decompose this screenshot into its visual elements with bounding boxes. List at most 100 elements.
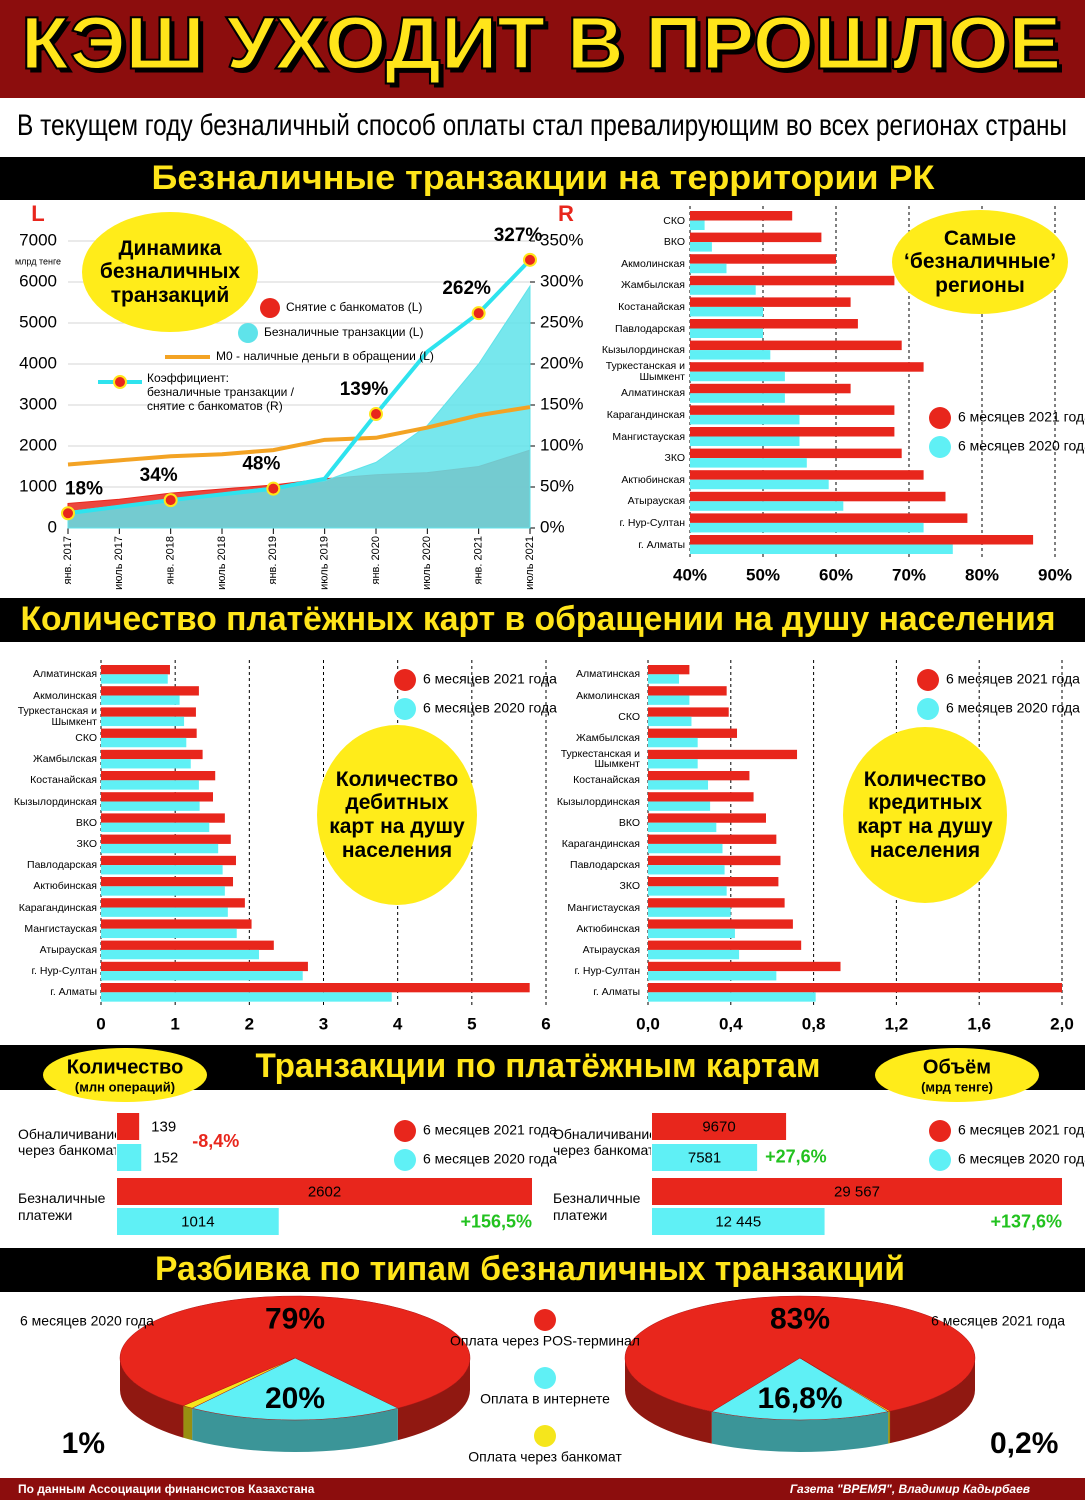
bar: [690, 393, 785, 403]
category-label-box: г. Нур-Султан: [575, 966, 641, 977]
bar: [648, 865, 725, 875]
category-label: Карагандинская: [18, 901, 97, 914]
y2-tick-label: 150%: [540, 394, 583, 413]
legend-marker: [929, 436, 951, 458]
bar: [648, 855, 781, 866]
category-label: Туркестанская и Шымкент: [17, 705, 97, 728]
category-label: г. Алматы: [50, 986, 97, 999]
bar: [101, 728, 197, 738]
category-label-box: Павлодарская: [27, 860, 97, 871]
bar: [101, 898, 245, 908]
category-label-box: г. Алматы: [50, 986, 97, 999]
data-label: 2602: [308, 1183, 341, 1200]
bar: [652, 1208, 825, 1235]
bar: [101, 749, 203, 760]
bar: [648, 707, 729, 717]
legend-marker: [394, 1120, 416, 1142]
x-tick-label: июль 2021: [524, 536, 536, 590]
y2-axis-label: R: [558, 201, 574, 226]
pie-side: [397, 1358, 470, 1441]
bar: [101, 665, 170, 675]
bar: [690, 448, 902, 459]
category-label: Туркестанская и Шымкент: [560, 747, 640, 771]
bar: [690, 436, 800, 447]
bar: [652, 1178, 1062, 1205]
bar: [101, 855, 236, 866]
x-tick-label: 0: [96, 1014, 105, 1033]
y2-tick-label: 100%: [540, 435, 583, 454]
category-label: Актюбинская: [621, 473, 685, 486]
category-label-box: Кызылординская: [14, 796, 97, 807]
bar: [690, 491, 946, 502]
category-label: ВКО: [75, 816, 97, 829]
bar: [648, 813, 766, 823]
legend-marker: [394, 1149, 416, 1171]
bubble-text-box: Самые “безналичные” регионы: [905, 227, 1055, 297]
x-tick-label: июль 2020: [421, 536, 433, 590]
legend-label: 6 месяцев 2020 года: [958, 438, 1085, 454]
pie-side: [624, 1357, 712, 1444]
bar: [648, 665, 690, 675]
bar: [101, 695, 180, 705]
category-label-box: Акмолинская: [33, 690, 97, 701]
bar: [690, 263, 727, 274]
bar: [648, 674, 680, 684]
legend-label: 6 месяцев 2021 года: [946, 671, 1080, 687]
bar: [101, 707, 196, 717]
bar: [690, 297, 851, 307]
bar: [690, 427, 895, 437]
bar: [648, 780, 709, 790]
bar: [652, 1144, 758, 1171]
category-label-box: Карагандинская: [18, 901, 97, 914]
x-tick-label: 0,0: [636, 1014, 660, 1033]
category-label-box: г. Нур-Султан: [619, 516, 686, 529]
legend-marker: [394, 669, 416, 691]
x-tick-label: 1,6: [967, 1014, 991, 1033]
legend-marker: [917, 669, 939, 691]
y-tick-label: 3000: [19, 394, 57, 413]
bar: [101, 940, 274, 950]
bar: [648, 801, 711, 811]
category-label-box: г. Алматы: [638, 539, 685, 549]
category-label-box: Акмолинская: [621, 257, 685, 270]
change-label: +156,5%: [460, 1211, 532, 1231]
change-label: +137,6%: [990, 1211, 1062, 1231]
bar: [648, 898, 785, 908]
category-label: г. Нур-Султан: [619, 516, 686, 529]
category-label: СКО: [618, 710, 640, 723]
bar: [648, 737, 698, 748]
x-tick-label: янв. 2020: [370, 536, 382, 584]
category-label-box: Атырауская: [582, 943, 640, 956]
category-label: Костанайская: [30, 774, 97, 787]
category-label-box: ВКО: [619, 817, 640, 828]
legend-label: Оплата в интернете: [480, 1391, 610, 1407]
category-label-box: СКО: [618, 710, 640, 723]
subtitle: В текущем году безналичный способ оплаты…: [17, 109, 1067, 142]
pill: [43, 1048, 207, 1102]
y2-tick-label: 50%: [540, 476, 574, 495]
category-label: г. Нур-Султан: [31, 965, 98, 978]
category-label: Акмолинская: [621, 257, 685, 270]
bar: [690, 242, 712, 252]
category-label-box: ЗКО: [619, 881, 640, 892]
bar: [690, 414, 800, 425]
category-label: ЗКО: [664, 452, 685, 465]
legend-label: Безналичные транзакции (L): [264, 325, 423, 339]
bar: [690, 470, 924, 480]
bar: [101, 716, 185, 727]
bar: [117, 1178, 532, 1205]
bubble: [317, 725, 477, 905]
pill-title: Количество: [67, 1056, 184, 1078]
category-label-box: Карагандинская: [607, 410, 685, 420]
x-tick-label: 3: [319, 1014, 328, 1033]
category-label-box: Павлодарская: [615, 323, 685, 333]
category-label: Атырауская: [582, 943, 640, 956]
category-label: Безналичные платежи: [18, 1190, 106, 1223]
bar: [101, 759, 191, 769]
point: [523, 252, 537, 267]
data-label: 12 445: [715, 1213, 761, 1230]
category-label-box: г. Алматы: [593, 987, 640, 998]
pie-slice: [191, 1357, 399, 1421]
bar: [690, 479, 829, 490]
category-label-box: Актюбинская: [576, 923, 640, 934]
